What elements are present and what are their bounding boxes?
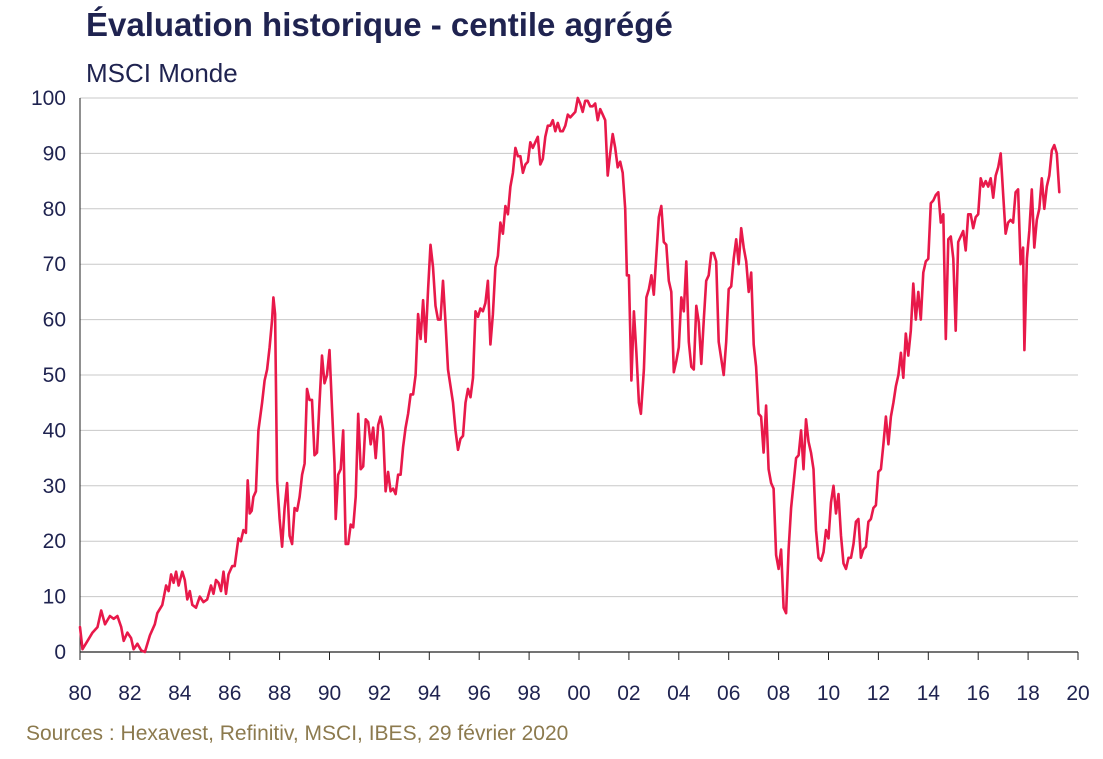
y-tick-label: 60 <box>43 309 66 332</box>
x-axis-tick-labels: 80 82 84 86 88 90 92 94 96 98 00 02 04 06 08 10 12 14 16 18… <box>68 652 1090 705</box>
x-tick-label: 16 <box>967 682 990 705</box>
x-tick-label: 82 <box>118 682 141 705</box>
y-tick-label: 50 <box>43 364 66 387</box>
x-tick-label: 18 <box>1016 682 1039 705</box>
x-tick-label: 20 <box>1066 682 1089 705</box>
y-tick-label: 10 <box>43 586 66 609</box>
series-line <box>78 96 1061 654</box>
y-tick-label: 90 <box>43 142 66 165</box>
x-tick-label: 12 <box>867 682 890 705</box>
x-tick-label: 90 <box>318 682 341 705</box>
y-tick-label: 40 <box>43 419 66 442</box>
x-tick-label: 92 <box>368 682 391 705</box>
x-tick-label: 94 <box>418 682 442 705</box>
series-layer <box>78 96 1061 654</box>
x-tick-label: 84 <box>168 682 192 705</box>
x-tick-label: 96 <box>468 682 491 705</box>
y-tick-label: 80 <box>43 198 66 221</box>
source-note: Sources : Hexavest, Refinitiv, MSCI, IBE… <box>26 722 569 745</box>
x-tick-label: 98 <box>517 682 540 705</box>
x-tick-label: 06 <box>717 682 740 705</box>
x-tick-label: 02 <box>617 682 640 705</box>
x-tick-label: 80 <box>68 682 91 705</box>
grid-lines <box>80 97 1078 598</box>
chart-title: Évaluation historique - centile agrégé <box>86 6 673 43</box>
x-tick-label: 08 <box>767 682 790 705</box>
x-tick-label: 04 <box>667 682 691 705</box>
x-tick-label: 00 <box>567 682 590 705</box>
x-tick-label: 88 <box>268 682 291 705</box>
y-tick-label: 0 <box>54 641 66 664</box>
x-tick-label: 10 <box>817 682 840 705</box>
x-tick-label: 14 <box>917 682 941 705</box>
y-tick-label: 100 <box>31 87 66 110</box>
x-tick-label: 86 <box>218 682 241 705</box>
y-tick-label: 70 <box>43 253 66 276</box>
y-axis-tick-labels: 0 10 20 30 40 50 60 70 80 90 100 <box>31 87 66 664</box>
y-tick-label: 30 <box>43 475 66 498</box>
y-tick-label: 20 <box>43 530 66 553</box>
chart-subtitle: MSCI Monde <box>86 58 238 88</box>
